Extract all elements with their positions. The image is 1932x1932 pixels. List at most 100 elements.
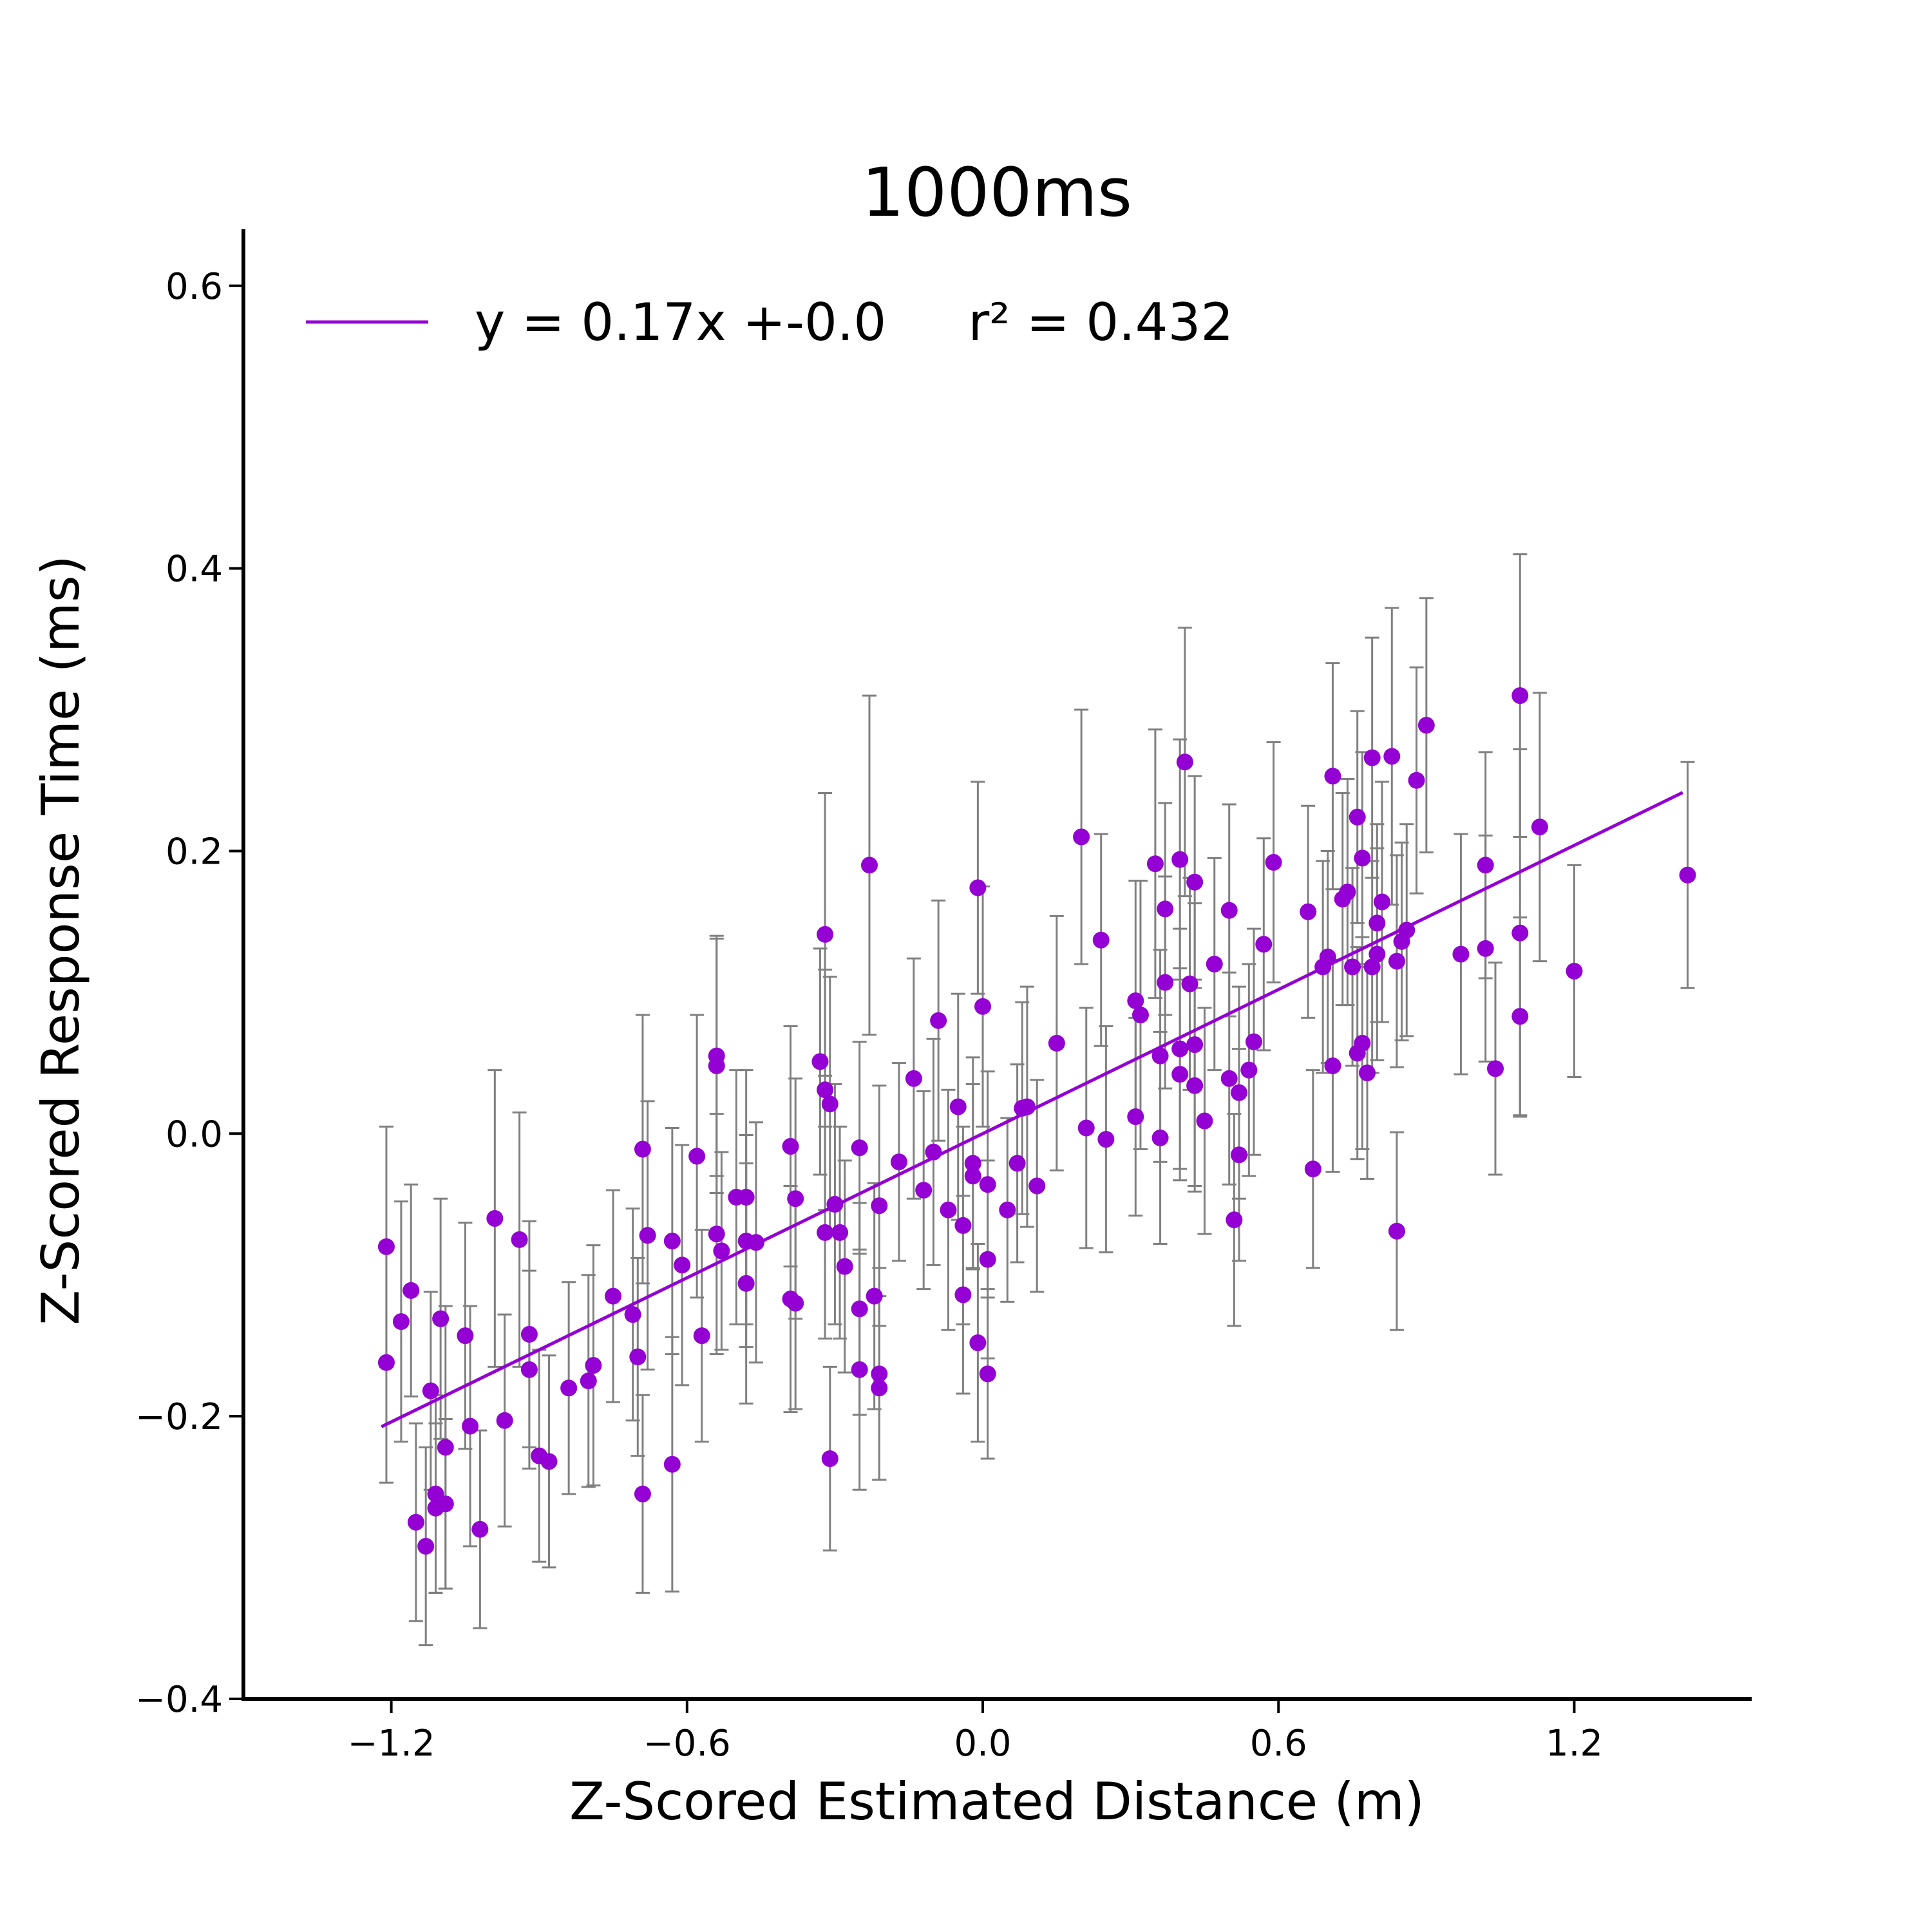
x-tick-label: −1.2 xyxy=(348,1723,435,1765)
data-point xyxy=(605,1287,622,1305)
data-point xyxy=(1319,949,1336,966)
data-point xyxy=(377,1238,395,1255)
data-point xyxy=(1255,936,1273,953)
data-point xyxy=(580,1372,597,1390)
data-point xyxy=(1477,940,1494,957)
data-point xyxy=(871,1365,888,1383)
data-point xyxy=(826,1196,844,1213)
data-point xyxy=(520,1325,538,1343)
data-point xyxy=(708,1226,725,1243)
data-point xyxy=(437,1439,454,1456)
data-point xyxy=(1186,1036,1204,1054)
data-point xyxy=(1388,952,1405,970)
data-point xyxy=(811,1053,829,1070)
data-point xyxy=(1531,819,1548,836)
data-point xyxy=(634,1485,651,1502)
data-point xyxy=(1388,1222,1405,1240)
data-point xyxy=(457,1327,474,1345)
data-point xyxy=(1245,1033,1262,1050)
data-point xyxy=(1151,1047,1169,1065)
data-point xyxy=(1226,1211,1243,1229)
data-point xyxy=(817,1224,834,1241)
data-point xyxy=(1028,1177,1046,1195)
data-point xyxy=(1132,1006,1149,1023)
data-point xyxy=(1171,1066,1189,1083)
data-point xyxy=(560,1379,578,1397)
data-point xyxy=(1511,687,1529,705)
data-point xyxy=(974,998,992,1015)
data-point xyxy=(688,1148,706,1165)
data-point xyxy=(821,1450,838,1467)
data-point xyxy=(1339,884,1356,901)
data-point xyxy=(471,1520,489,1538)
data-point xyxy=(1383,748,1401,765)
y-tick-label: 0.0 xyxy=(166,1113,223,1155)
data-point xyxy=(496,1412,513,1429)
data-point xyxy=(432,1310,450,1327)
data-point xyxy=(585,1357,602,1374)
data-point xyxy=(1220,902,1238,919)
data-point xyxy=(871,1197,888,1215)
data-point xyxy=(486,1209,504,1227)
data-point xyxy=(851,1300,868,1318)
data-point xyxy=(964,1168,981,1185)
data-point xyxy=(1092,931,1110,949)
x-tick-label: 0.6 xyxy=(1250,1723,1307,1765)
x-tick-label: −0.6 xyxy=(643,1723,731,1765)
data-point xyxy=(851,1139,868,1157)
data-point xyxy=(954,1217,972,1234)
data-point xyxy=(1240,1061,1258,1079)
data-point xyxy=(1398,922,1416,939)
data-point xyxy=(437,1495,454,1513)
data-point xyxy=(629,1348,647,1365)
data-point xyxy=(1511,1008,1529,1025)
data-point xyxy=(1157,974,1174,991)
data-point xyxy=(1127,992,1144,1010)
data-point xyxy=(1300,903,1317,920)
data-point xyxy=(1511,924,1529,942)
data-point xyxy=(417,1538,435,1555)
x-ticks: −1.2 −0.6 0.0 0.6 1.2 xyxy=(348,1699,1603,1765)
data-point xyxy=(925,1143,942,1160)
data-point xyxy=(787,1294,804,1312)
data-point xyxy=(663,1455,681,1473)
data-point xyxy=(1679,866,1696,884)
data-point xyxy=(821,1095,838,1113)
data-point xyxy=(1487,1060,1504,1077)
data-point xyxy=(851,1361,868,1378)
data-point xyxy=(693,1327,710,1345)
data-point xyxy=(1417,717,1435,734)
error-bars xyxy=(379,553,1695,1647)
data-point xyxy=(1368,914,1386,932)
data-point xyxy=(737,1274,755,1292)
data-point xyxy=(624,1306,641,1323)
data-point xyxy=(1231,1146,1248,1164)
data-point xyxy=(1186,1077,1204,1094)
data-point xyxy=(979,1176,996,1193)
data-point xyxy=(782,1138,799,1155)
data-point xyxy=(930,1012,947,1029)
data-point xyxy=(787,1190,804,1208)
y-tick-label: 0.4 xyxy=(166,549,223,591)
data-point xyxy=(871,1379,888,1397)
data-point xyxy=(747,1234,764,1251)
data-point xyxy=(1048,1034,1065,1052)
data-point xyxy=(964,1155,981,1172)
data-point xyxy=(1265,854,1282,871)
data-point xyxy=(713,1242,730,1260)
data-point xyxy=(866,1287,883,1305)
data-point xyxy=(1354,1034,1371,1052)
data-point xyxy=(817,925,834,943)
y-tick-label: −0.4 xyxy=(135,1679,223,1721)
data-point xyxy=(1077,1119,1095,1137)
data-point xyxy=(1146,855,1164,873)
data-point xyxy=(511,1231,528,1248)
axes xyxy=(242,229,1752,1701)
data-point xyxy=(1452,945,1470,963)
data-point xyxy=(915,1182,933,1199)
x-tick-label: 0.0 xyxy=(954,1723,1012,1765)
data-point xyxy=(1206,956,1223,972)
data-point xyxy=(1359,1064,1376,1081)
data-point xyxy=(1349,808,1366,826)
